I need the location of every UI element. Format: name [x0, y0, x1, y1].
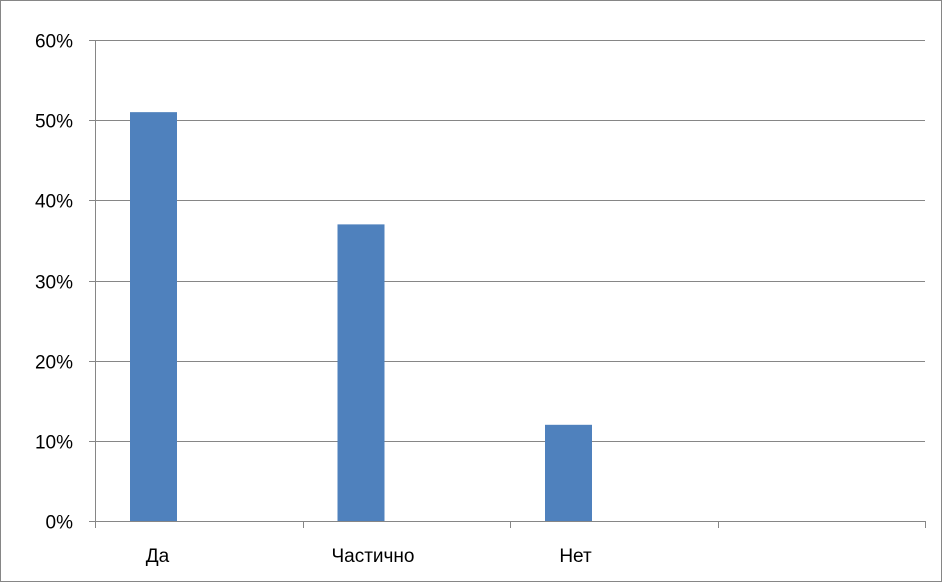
bar-3 [545, 424, 592, 521]
axes [89, 40, 926, 528]
y-tick-label: 10% [35, 433, 73, 454]
y-tick-label: 30% [35, 273, 73, 294]
gridlines [95, 40, 925, 442]
x-category-label: Да [146, 546, 170, 567]
y-tick-label: 20% [35, 353, 73, 374]
y-tick-label: 0% [46, 513, 74, 534]
y-tick-label: 50% [35, 112, 73, 133]
bars [130, 112, 592, 522]
x-category-label: Нет [559, 546, 592, 567]
labels: 0% 10% 20% 30% 40% 50% 60% Да Частично Нет [35, 32, 592, 568]
y-tick-label: 60% [35, 32, 73, 53]
bar-1 [130, 112, 177, 522]
x-category-label: Частично [331, 546, 414, 567]
y-tick-label: 40% [35, 192, 73, 213]
bar-2 [337, 224, 385, 521]
